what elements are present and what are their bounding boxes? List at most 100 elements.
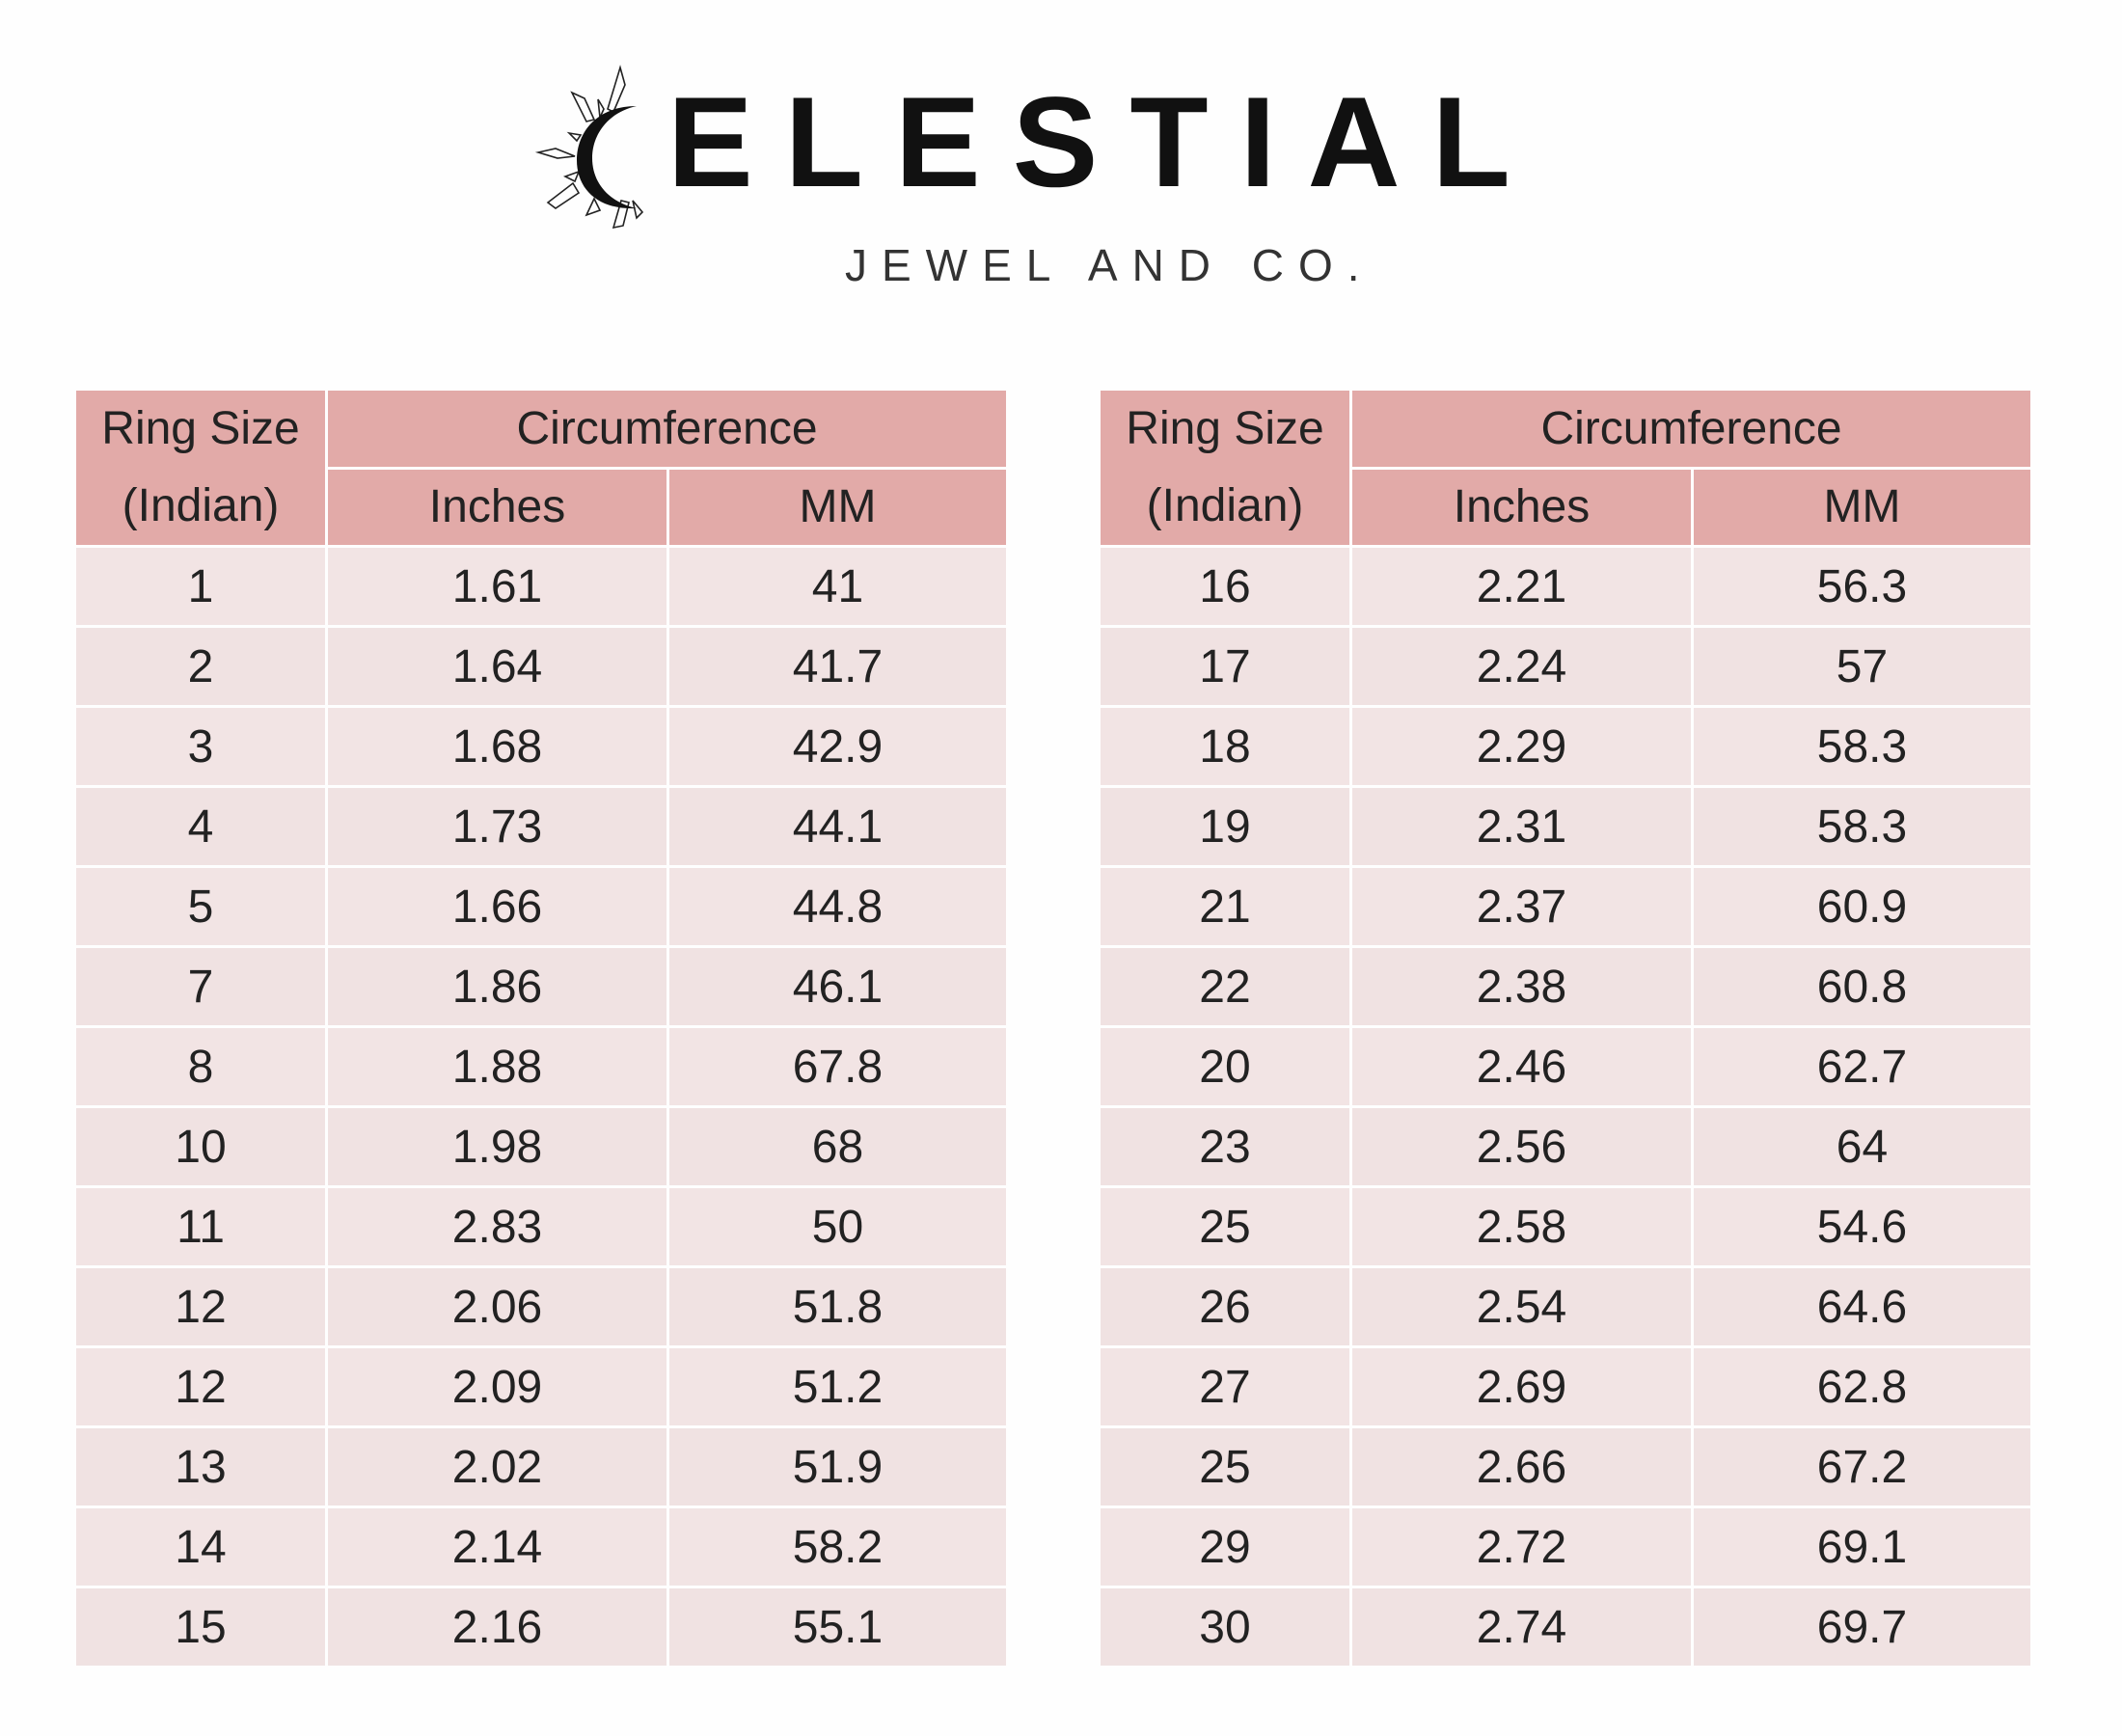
inches-cell: 1.64 [328,628,667,705]
ring-size-header: Ring Size (Indian) [76,391,325,545]
mm-cell: 44.8 [669,868,1006,945]
inches-cell: 2.58 [1352,1188,1691,1265]
ring-size-header: Ring Size (Indian) [1101,391,1349,545]
ring-size-header-line2: (Indian) [122,480,280,531]
ring-size-cell: 13 [76,1428,325,1505]
brand-tagline: JEWEL AND CO. [845,240,1374,290]
ring-size-table-right: Ring Size (Indian) Circumference Inches MM 16… [1098,388,2033,1668]
table-row: 1 1.61 41 [76,548,1006,625]
table-row: 7 1.86 46.1 [76,948,1006,1025]
mm-cell: 60.8 [1694,948,2030,1025]
table-row: 17 2.24 57 [1101,628,2030,705]
mm-cell: 60.9 [1694,868,2030,945]
ring-size-header-line2: (Indian) [1146,480,1304,531]
inches-cell: 2.29 [1352,708,1691,785]
ring-size-cell: 26 [1101,1268,1349,1345]
ring-size-cell: 21 [1101,868,1349,945]
circumference-header: Circumference [1352,391,2030,467]
ring-size-cell: 22 [1101,948,1349,1025]
table-row: 13 2.02 51.9 [76,1428,1006,1505]
mm-cell: 58.2 [669,1508,1006,1586]
inches-cell: 2.72 [1352,1508,1691,1586]
header-row: Ring Size (Indian) Circumference [76,391,1006,545]
inches-cell: 2.06 [328,1268,667,1345]
mm-cell: 62.8 [1694,1348,2030,1425]
ring-size-cell: 14 [76,1508,325,1586]
inches-cell: 1.86 [328,948,667,1025]
mm-cell: 67.8 [669,1028,1006,1105]
mm-cell: 67.2 [1694,1428,2030,1505]
ring-size-header-line1: Ring Size [1126,403,1324,454]
inches-cell: 1.98 [328,1108,667,1185]
table-row: 4 1.73 44.1 [76,788,1006,865]
table-row: 12 2.06 51.8 [76,1268,1006,1345]
mm-cell: 55.1 [669,1588,1006,1666]
inches-cell: 1.88 [328,1028,667,1105]
ring-size-cell: 25 [1101,1188,1349,1265]
inches-cell: 1.73 [328,788,667,865]
subheader-row: Inches MM [76,469,1006,545]
ring-size-cell: 10 [76,1108,325,1185]
inches-cell: 2.69 [1352,1348,1691,1425]
ring-size-cell: 16 [1101,548,1349,625]
table-row: 21 2.37 60.9 [1101,868,2030,945]
inches-cell: 2.21 [1352,548,1691,625]
table-row: 10 1.98 68 [76,1108,1006,1185]
ring-size-cell: 12 [76,1268,325,1345]
ring-size-cell: 25 [1101,1428,1349,1505]
mm-cell: 69.7 [1694,1588,2030,1666]
ring-size-cell: 7 [76,948,325,1025]
ring-size-cell: 12 [76,1348,325,1425]
inches-header: Inches [1352,469,1691,545]
mm-cell: 64 [1694,1108,2030,1185]
inches-cell: 2.74 [1352,1588,1691,1666]
mm-cell: 58.3 [1694,708,2030,785]
mm-cell: 62.7 [1694,1028,2030,1105]
mm-cell: 42.9 [669,708,1006,785]
inches-cell: 2.31 [1352,788,1691,865]
inches-cell: 2.02 [328,1428,667,1505]
mm-cell: 64.6 [1694,1268,2030,1345]
mm-cell: 46.1 [669,948,1006,1025]
header-row: Ring Size (Indian) Circumference [1101,391,2030,545]
mm-header: MM [669,469,1006,545]
table-row: 15 2.16 55.1 [76,1588,1006,1666]
mm-cell: 54.6 [1694,1188,2030,1265]
mm-cell: 41 [669,548,1006,625]
ring-size-cell: 11 [76,1188,325,1265]
table-row: 19 2.31 58.3 [1101,788,2030,865]
table-row: 8 1.88 67.8 [76,1028,1006,1105]
ring-size-cell: 4 [76,788,325,865]
mm-cell: 51.2 [669,1348,1006,1425]
ring-size-cell: 30 [1101,1588,1349,1666]
circumference-header: Circumference [328,391,1006,467]
inches-cell: 2.54 [1352,1268,1691,1345]
inches-cell: 2.09 [328,1348,667,1425]
inches-cell: 2.24 [1352,628,1691,705]
mm-cell: 58.3 [1694,788,2030,865]
subheader-row: Inches MM [1101,469,2030,545]
table-row: 2 1.64 41.7 [76,628,1006,705]
inches-cell: 1.66 [328,868,667,945]
mm-cell: 50 [669,1188,1006,1265]
table-row: 16 2.21 56.3 [1101,548,2030,625]
ring-size-cell: 8 [76,1028,325,1105]
table-row: 29 2.72 69.1 [1101,1508,2030,1586]
inches-cell: 1.68 [328,708,667,785]
table-row: 5 1.66 44.8 [76,868,1006,945]
ring-size-cell: 2 [76,628,325,705]
table-row: 27 2.69 62.8 [1101,1348,2030,1425]
inches-cell: 2.56 [1352,1108,1691,1185]
mm-cell: 44.1 [669,788,1006,865]
table-row: 26 2.54 64.6 [1101,1268,2030,1345]
mm-cell: 51.9 [669,1428,1006,1505]
table-row: 12 2.09 51.2 [76,1348,1006,1425]
table-row: 20 2.46 62.7 [1101,1028,2030,1105]
mm-cell: 68 [669,1108,1006,1185]
ring-size-cell: 19 [1101,788,1349,865]
mm-cell: 41.7 [669,628,1006,705]
brand-logo: ELESTIAL JEWEL AND CO. [0,0,2122,309]
ring-size-cell: 23 [1101,1108,1349,1185]
inches-cell: 2.83 [328,1188,667,1265]
ring-size-cell: 27 [1101,1348,1349,1425]
